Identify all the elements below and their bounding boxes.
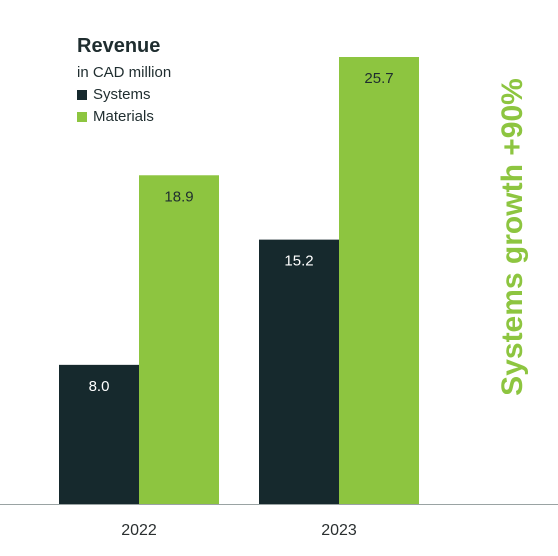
legend: Revenue in CAD million Systems Materials xyxy=(77,34,171,128)
x-tick-label-2023: 2023 xyxy=(321,522,357,539)
data-label-materials-2023: 25.7 xyxy=(364,70,393,87)
chart-subtitle: in CAD million xyxy=(77,64,172,81)
legend-entry-materials: Materials xyxy=(77,106,171,128)
legend-entry-systems: Systems xyxy=(77,84,171,106)
bar-systems-2023 xyxy=(259,239,339,504)
legend-label-systems: Systems xyxy=(93,86,151,103)
legend-swatch-systems xyxy=(77,90,87,100)
x-tick-label-2022: 2022 xyxy=(121,522,157,539)
legend-label-materials: Materials xyxy=(93,108,154,125)
chart-title: Revenue xyxy=(77,35,161,57)
data-label-systems-2022: 8.0 xyxy=(89,378,110,395)
data-label-systems-2023: 15.2 xyxy=(284,253,313,270)
bar-materials-2023 xyxy=(339,57,419,504)
bar-systems-2022 xyxy=(59,364,139,504)
legend-swatch-materials xyxy=(77,112,87,122)
bar-materials-2022 xyxy=(139,175,219,504)
growth-annotation: Systems growth +90% xyxy=(496,78,529,396)
data-label-materials-2022: 18.9 xyxy=(164,188,193,205)
